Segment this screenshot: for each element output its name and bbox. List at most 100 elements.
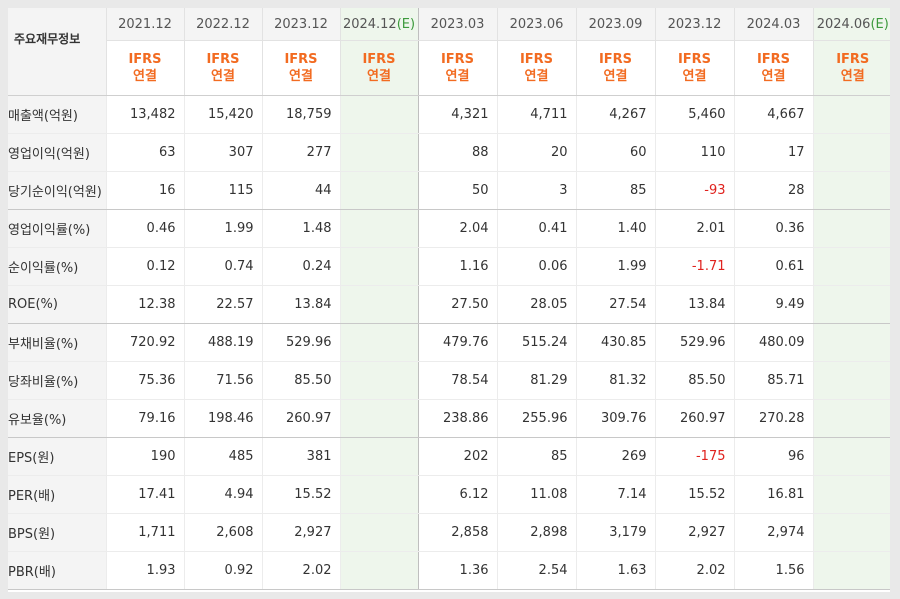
- table-row: ROE(%) 12.38 22.57 13.84 27.50 28.05 27.54 13.8…: [8, 285, 890, 324]
- value-cell: 115: [183, 171, 262, 210]
- value-cell: 2,974: [733, 513, 813, 552]
- row-label: ROE(%): [8, 285, 106, 324]
- estimate-cell: [812, 399, 890, 438]
- consolidated-label: 연결: [840, 69, 865, 84]
- estimate-cell: [339, 399, 418, 438]
- value-cell: 12.38: [105, 285, 184, 324]
- value-cell: 96: [733, 437, 813, 476]
- estimate-cell: [812, 475, 890, 514]
- period-header: 2022.12: [183, 8, 262, 41]
- value-cell: 60: [575, 133, 655, 172]
- value-cell: 4.94: [183, 475, 262, 514]
- value-cell: 1.63: [575, 551, 655, 590]
- value-cell: 4,711: [496, 95, 576, 134]
- estimate-cell: [812, 361, 890, 400]
- row-label: 영업이익(억원): [8, 133, 106, 172]
- value-cell: 15.52: [654, 475, 734, 514]
- value-cell: 307: [183, 133, 262, 172]
- value-cell: -175: [654, 437, 734, 476]
- value-cell: 0.06: [496, 247, 576, 286]
- value-cell: 515.24: [496, 323, 576, 362]
- value-cell: 270.28: [733, 399, 813, 438]
- standard-header: IFRS 연결: [733, 40, 813, 96]
- standard-header: IFRS 연결: [654, 40, 734, 96]
- value-cell: 3: [496, 171, 576, 210]
- ifrs-label: IFRS: [756, 52, 791, 67]
- value-cell: 485: [183, 437, 262, 476]
- value-cell: 85.71: [733, 361, 813, 400]
- estimate-cell: [339, 437, 418, 476]
- standard-header-row: IFRS 연결 IFRS 연결 IFRS 연결 IFRS 연결 IFRS 연결 IFRS 연결 IFRS…: [8, 40, 890, 96]
- standard-header: IFRS 연결: [417, 40, 497, 96]
- value-cell: 17: [733, 133, 813, 172]
- value-cell: 22.57: [183, 285, 262, 324]
- estimate-cell: [812, 95, 890, 134]
- ifrs-label: IFRS: [519, 52, 554, 67]
- period-header-estimate: 2024.06(E): [812, 8, 890, 41]
- value-cell: 2,898: [496, 513, 576, 552]
- value-cell: 1.99: [183, 209, 262, 248]
- value-cell: 4,321: [417, 95, 497, 134]
- value-cell: 1.40: [575, 209, 655, 248]
- value-cell: 202: [417, 437, 497, 476]
- consolidated-label: 연결: [133, 69, 157, 84]
- standard-header: IFRS 연결: [105, 40, 184, 96]
- value-cell: 1.16: [417, 247, 497, 286]
- value-cell: 1.99: [575, 247, 655, 286]
- value-cell: 50: [417, 171, 497, 210]
- row-label: 매출액(억원): [8, 95, 106, 134]
- standard-header: IFRS 연결: [575, 40, 655, 96]
- financial-summary-table: 주요재무정보 2021.12 2022.12 2023.12 2024.12(E…: [8, 8, 890, 590]
- estimate-cell: [812, 551, 890, 590]
- value-cell: 15,420: [183, 95, 262, 134]
- ifrs-label: IFRS: [284, 52, 318, 67]
- value-cell: 0.12: [105, 247, 184, 286]
- estimate-cell: [812, 285, 890, 324]
- value-cell: 238.86: [417, 399, 497, 438]
- value-cell: 0.41: [496, 209, 576, 248]
- value-cell: 9.49: [733, 285, 813, 324]
- standard-header: IFRS 연결: [183, 40, 262, 96]
- value-cell: 529.96: [261, 323, 340, 362]
- value-cell: 1.56: [733, 551, 813, 590]
- value-cell: 2,927: [654, 513, 734, 552]
- value-cell: 7.14: [575, 475, 655, 514]
- estimate-cell: [812, 437, 890, 476]
- value-cell: 85.50: [654, 361, 734, 400]
- table-row: 당기순이익(억원) 16 115 44 50 3 85 -93 28: [8, 171, 890, 210]
- estimate-cell: [339, 513, 418, 552]
- value-cell: 63: [105, 133, 184, 172]
- value-cell: 3,179: [575, 513, 655, 552]
- value-cell: 81.29: [496, 361, 576, 400]
- standard-header: IFRS 연결: [812, 40, 890, 96]
- value-cell: 381: [261, 437, 340, 476]
- value-cell: 44: [261, 171, 340, 210]
- value-cell: 81.32: [575, 361, 655, 400]
- value-cell: 480.09: [733, 323, 813, 362]
- consolidated-label: 연결: [445, 69, 470, 84]
- consolidated-label: 연결: [289, 69, 313, 84]
- value-cell: 20: [496, 133, 576, 172]
- period-header: 2024.03: [733, 8, 813, 41]
- value-cell: 255.96: [496, 399, 576, 438]
- ifrs-label: IFRS: [836, 52, 870, 67]
- value-cell: 5,460: [654, 95, 734, 134]
- value-cell: 1,711: [105, 513, 184, 552]
- estimate-cell: [812, 171, 890, 210]
- period-header: 2023.12: [261, 8, 340, 41]
- value-cell: 110: [654, 133, 734, 172]
- consolidated-label: 연결: [211, 69, 235, 84]
- value-cell: 0.24: [261, 247, 340, 286]
- value-cell: 0.74: [183, 247, 262, 286]
- ifrs-label: IFRS: [440, 52, 475, 67]
- value-cell: 277: [261, 133, 340, 172]
- value-cell: 4,667: [733, 95, 813, 134]
- estimate-cell: [339, 247, 418, 286]
- consolidated-label: 연결: [761, 69, 786, 84]
- value-cell: 0.92: [183, 551, 262, 590]
- financial-summary-panel: 주요재무정보 2021.12 2022.12 2023.12 2024.12(E…: [8, 8, 890, 592]
- row-label: 당좌비율(%): [8, 361, 106, 400]
- value-cell: 1.93: [105, 551, 184, 590]
- estimate-cell: [812, 247, 890, 286]
- estimate-cell: [812, 209, 890, 248]
